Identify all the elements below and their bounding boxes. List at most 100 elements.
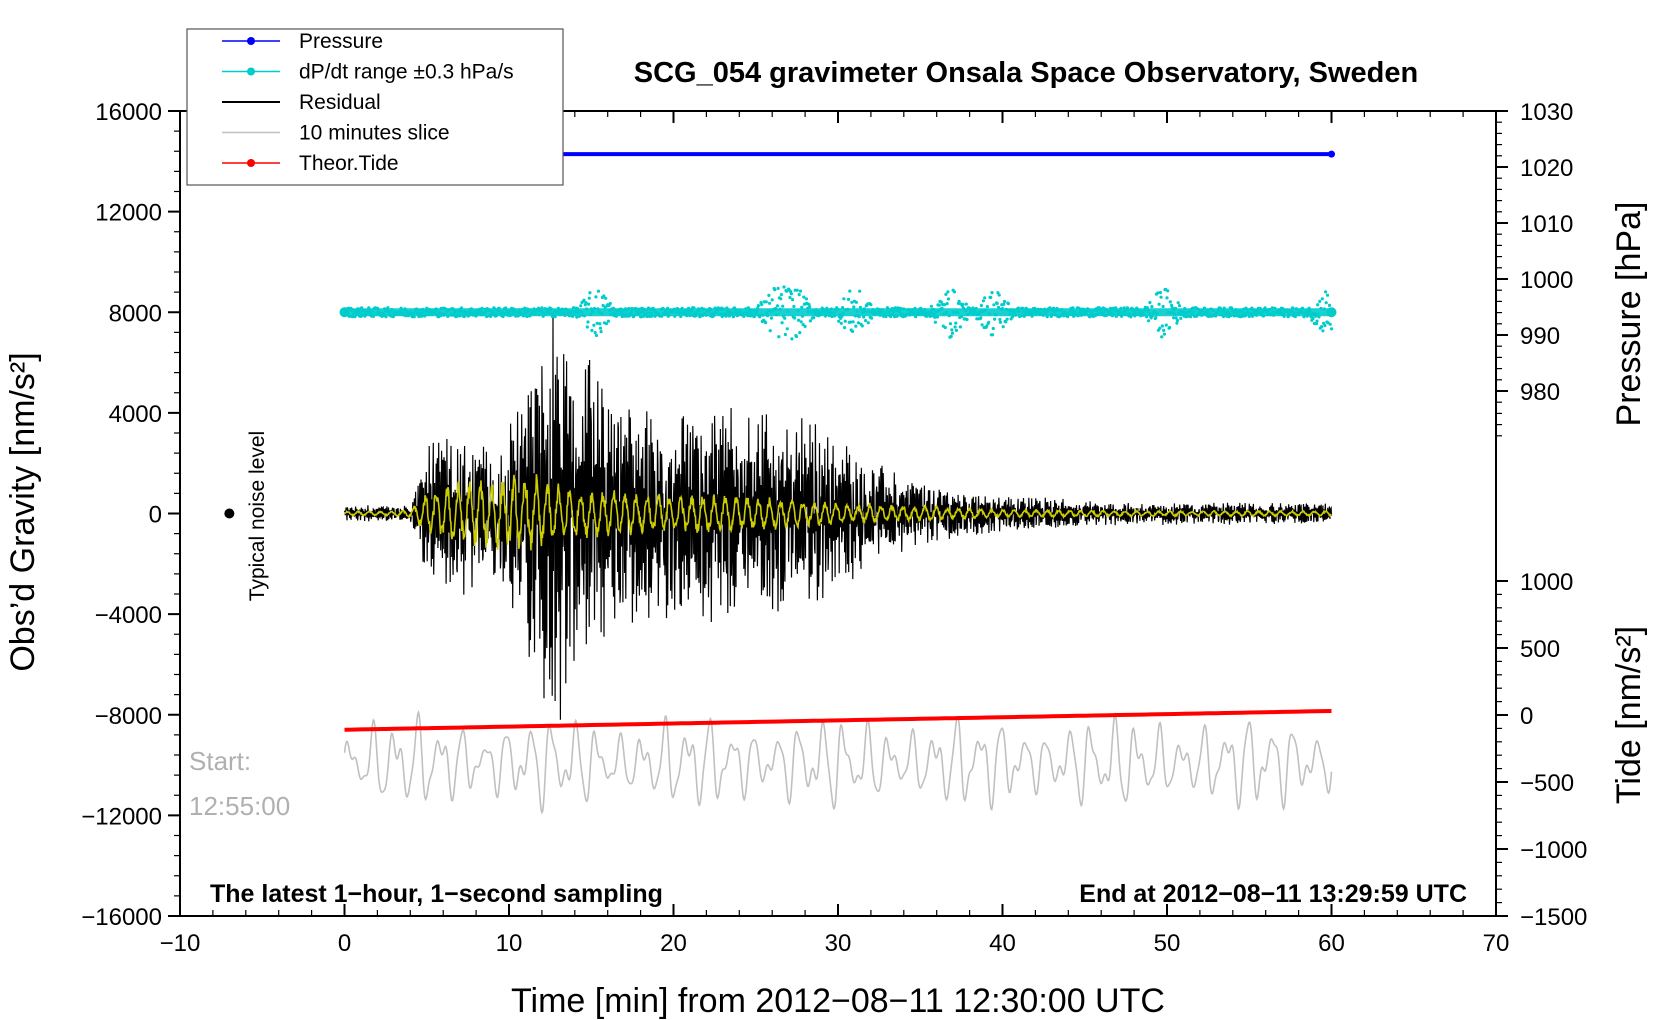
dpdt-point: [997, 305, 1001, 309]
dpdt-point: [768, 301, 772, 305]
dpdt-point: [792, 304, 796, 309]
dpdt-point: [1315, 319, 1319, 323]
dpdt-point: [769, 316, 774, 320]
y-left-tick-label: −16000: [81, 904, 162, 931]
legend-entry: Theor.Tide: [222, 152, 399, 175]
dpdt-point: [1175, 318, 1180, 323]
dpdt-point: [1150, 305, 1154, 309]
x-axis-title: Time [min] from 2012−08−11 12:30:00 UTC: [511, 982, 1165, 1020]
dpdt-point: [773, 288, 777, 292]
dpdt-point: [1162, 328, 1166, 332]
dpdt-point: [590, 328, 594, 333]
x-tick-label: 0: [338, 930, 351, 957]
pressure-tick-label: 990: [1520, 323, 1560, 350]
dpdt-point: [785, 289, 789, 293]
dpdt-point: [802, 295, 806, 299]
dpdt-point: [991, 326, 995, 331]
dpdt-point: [943, 303, 947, 307]
y-left-tick-label: 16000: [95, 99, 162, 126]
series-theor-tide: [344, 709, 1332, 732]
dpdt-point: [596, 289, 601, 293]
legend-label: dP/dt range ±0.3 hPa/s: [299, 61, 514, 84]
tide-tick-label: 0: [1520, 703, 1533, 730]
pressure-tick-label: 1000: [1520, 267, 1573, 294]
pressure-tick-label: 1030: [1520, 99, 1573, 126]
dpdt-point: [584, 301, 588, 305]
dpdt-point: [957, 299, 961, 303]
dpdt-point: [587, 302, 591, 306]
dpdt-point: [979, 303, 984, 308]
legend-marker: [247, 159, 255, 167]
dpdt-point: [948, 322, 953, 326]
dpdt-point: [854, 300, 859, 304]
dpdt-point: [843, 326, 847, 330]
dpdt-point: [1168, 325, 1172, 330]
legend-marker: [247, 37, 255, 45]
dpdt-point: [785, 327, 789, 331]
dpdt-point: [869, 303, 873, 307]
dpdt-point: [866, 321, 870, 325]
legend-label: Residual: [299, 91, 381, 114]
legend-marker: [247, 67, 255, 76]
tide-axis-title: Tide [nm/s²]: [1610, 626, 1648, 804]
dpdt-point: [599, 330, 603, 334]
dpdt-point: [852, 305, 856, 309]
dpdt-point: [575, 315, 579, 319]
dpdt-point: [954, 328, 959, 332]
dpdt-point: [604, 322, 609, 326]
dpdt-point: [793, 316, 797, 320]
dpdt-point: [592, 323, 596, 327]
dpdt-point: [964, 302, 968, 306]
dpdt-point: [842, 297, 846, 301]
dpdt-point: [953, 325, 957, 329]
series-10-minutes-slice: [343, 710, 1333, 815]
dpdt-point: [780, 321, 784, 325]
dpdt-point: [788, 295, 792, 300]
dpdt-point: [807, 302, 811, 307]
y-left-tick-label: −4000: [95, 602, 162, 629]
series-layer: [339, 150, 1337, 815]
dpdt-point: [1177, 304, 1182, 308]
dpdt-point: [858, 305, 863, 309]
dpdt-point: [783, 332, 788, 337]
dpdt-point: [1166, 289, 1170, 293]
x-tick-label: 50: [1154, 930, 1181, 957]
dpdt-point: [799, 320, 803, 324]
pressure-axis-ticks: 1030 1020 1010 1000 990 980: [1496, 99, 1573, 437]
tide-tick-label: 1000: [1520, 569, 1573, 596]
tide-tick-label: −500: [1520, 770, 1574, 797]
dpdt-point: [764, 300, 768, 304]
dpdt-point: [1321, 329, 1325, 333]
dpdt-point: [782, 285, 786, 289]
dpdt-point: [798, 289, 803, 293]
dpdt-point: [943, 325, 947, 330]
y-left-tick-label: 8000: [109, 300, 162, 327]
dpdt-point: [980, 323, 984, 327]
dpdt-point: [587, 296, 591, 300]
dpdt-point: [856, 321, 861, 325]
legend: Pressure dP/dt range ±0.3 hPa/s Residual 10…: [186, 28, 564, 186]
legend-label: Theor.Tide: [299, 152, 399, 175]
dpdt-point: [594, 295, 598, 299]
dpdt-point: [1006, 302, 1011, 306]
dpdt-point: [790, 337, 794, 341]
dpdt-point: [950, 328, 954, 332]
dpdt-point: [1318, 299, 1322, 303]
y-left-axis-ticks: 16000 12000 8000 4000 0 −4000 −8000 −12000 −1600…: [81, 99, 180, 931]
dpdt-point: [991, 333, 995, 337]
dpdt-point: [937, 303, 941, 307]
dpdt-point: [789, 292, 793, 296]
dpdt-point: [952, 290, 957, 294]
series-dpdt: [339, 285, 1337, 341]
dpdt-point: [854, 324, 858, 328]
dpdt-point: [606, 319, 611, 323]
y-left-tick-label: −8000: [95, 703, 162, 730]
dpdt-point: [608, 301, 612, 306]
dpdt-point: [1002, 302, 1006, 306]
dpdt-point: [1179, 316, 1183, 320]
dpdt-point: [1160, 324, 1164, 328]
dpdt-point: [795, 288, 799, 292]
legend-entries: Pressure dP/dt range ±0.3 hPa/s Residual 10…: [222, 30, 514, 175]
dpdt-point: [1159, 295, 1163, 299]
dpdt-point: [791, 298, 795, 302]
